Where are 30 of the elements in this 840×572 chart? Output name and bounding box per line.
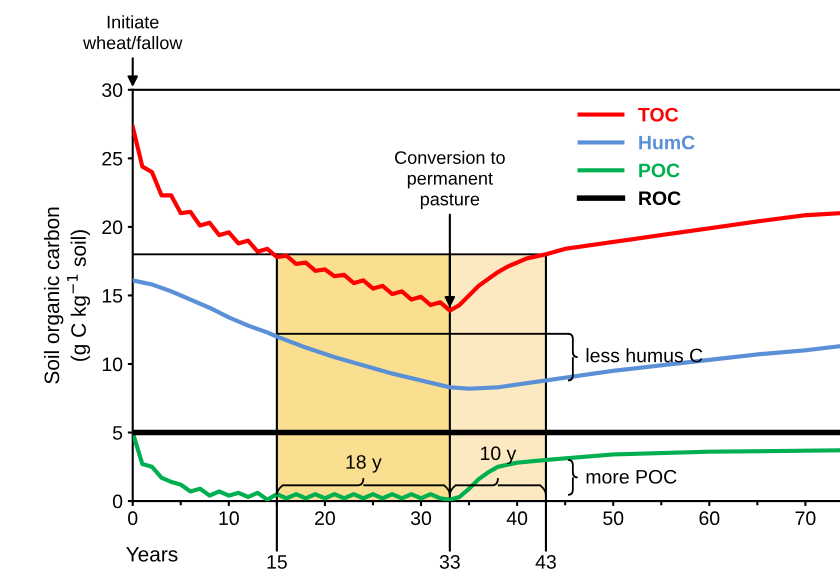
y-tick-label: 15 [102, 289, 122, 303]
ref-line-label: 33 [440, 555, 460, 569]
x-tick-label: 10 [219, 511, 239, 526]
text: Initiate wheat/fallow [83, 15, 182, 50]
legend-label: HumC [639, 136, 695, 150]
ref-line-label: 15 [268, 555, 287, 569]
x-tick-label: 20 [315, 511, 335, 526]
x-tick-label: 40 [506, 511, 528, 526]
legend-label: TOC [638, 108, 678, 122]
ref-line-label: 43 [536, 555, 556, 569]
y-tick-label: 10 [102, 357, 122, 372]
legend-label: POC [639, 164, 680, 178]
y-tick-label: 25 [102, 152, 122, 166]
annotation: Conversion to permanent pasture [395, 150, 505, 210]
x-tick-label: 70 [796, 511, 816, 526]
y-axis-title: Soil organic carbon (g C kg$^{−1}$ soil) [44, 208, 90, 384]
annotation: 18 y [346, 455, 382, 473]
annotation: 10 y [481, 446, 516, 464]
x-tick-label: 0 [128, 511, 138, 526]
x-tick-label: 50 [603, 511, 624, 526]
y-tick-label: 5 [112, 426, 122, 440]
x-tick-label: 30 [410, 511, 432, 526]
annotation: less humus C [586, 348, 702, 362]
y-tick-label: 20 [102, 220, 122, 234]
x-axis-title: Years [126, 547, 178, 562]
annotation: more POC [586, 470, 676, 484]
x-tick-label: 60 [699, 511, 720, 526]
y-tick-label: 0 [112, 494, 122, 508]
legend-label: ROC [639, 191, 681, 206]
y-tick-label: 30 [102, 83, 122, 98]
